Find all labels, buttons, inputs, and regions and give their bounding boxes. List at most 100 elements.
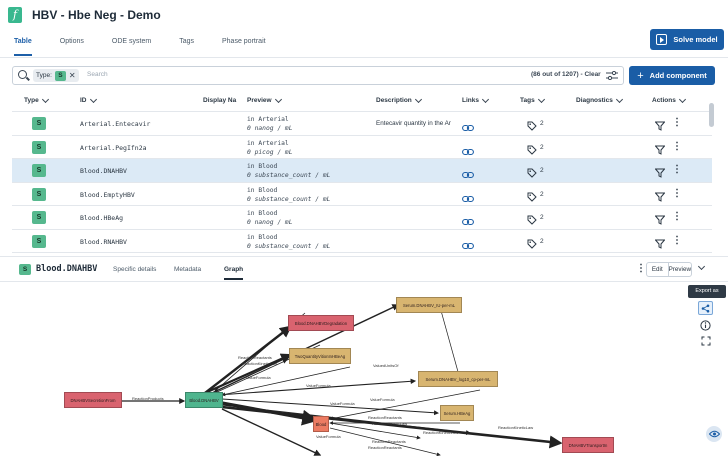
filter-icon[interactable] <box>654 236 666 249</box>
column-display-name[interactable]: Display Na <box>203 97 236 104</box>
share-export-button[interactable] <box>698 301 713 315</box>
more-options-icon[interactable]: ⋮ <box>672 140 682 152</box>
column-id[interactable]: ID <box>80 95 97 104</box>
table-row[interactable]: S Blood.RNAHBV in Blood 0 substance_count /… <box>12 229 712 253</box>
tab-ode-system[interactable]: ODE system <box>111 38 152 45</box>
tag-icon[interactable] <box>527 118 537 131</box>
graph-node[interactable]: DNAHBVTransportIn <box>562 437 614 453</box>
preview-compartment: in Blood <box>247 186 278 194</box>
tab-phase-portrait[interactable]: Phase portrait <box>221 38 266 45</box>
preview-value: 0 nanog / mL <box>247 219 293 226</box>
table-scrollbar[interactable] <box>709 103 714 127</box>
filter-settings-icon[interactable] <box>606 71 618 80</box>
app-logo-icon[interactable]: f <box>8 7 22 23</box>
link-icon[interactable] <box>462 237 474 249</box>
visibility-button[interactable] <box>706 426 722 442</box>
table-row[interactable]: S Arterial.Entecavir in Arterial 0 nanog / … <box>12 112 712 136</box>
add-component-label: Add component <box>649 71 707 80</box>
table-row[interactable]: S Blood.EmptyHBV in Blood 0 substance_count… <box>12 182 712 206</box>
link-icon[interactable] <box>462 143 474 155</box>
tag-count: 2 <box>540 214 544 221</box>
column-diagnostics[interactable]: Diagnostics <box>576 95 623 104</box>
more-options-icon[interactable]: ⋮ <box>672 187 682 199</box>
tag-icon[interactable] <box>527 165 537 178</box>
preview-button[interactable]: Preview <box>667 263 691 276</box>
filter-icon[interactable] <box>654 165 666 178</box>
search-input[interactable]: Search <box>87 71 108 78</box>
components-table: Type ID Display Na Preview Description L… <box>12 91 712 253</box>
tab-options[interactable]: Options <box>59 38 84 45</box>
graph-node[interactable]: Blood.DNAHBVDegradation <box>288 315 354 331</box>
close-icon[interactable]: ✕ <box>68 71 76 80</box>
preview-value: 0 nanog / mL <box>247 125 293 132</box>
link-icon[interactable] <box>462 119 474 132</box>
table-row[interactable]: S Blood.HBeAg in Blood 0 nanog / mL 2 ⋮ <box>12 206 712 230</box>
solve-model-button[interactable]: Solve model <box>650 29 724 50</box>
graph-node[interactable]: Serum.HBeAg <box>440 405 474 421</box>
add-component-button[interactable]: + Add component <box>629 66 715 85</box>
search-bar[interactable]: Type: S ✕ Search (86 out of 1207) - Clea… <box>12 66 624 85</box>
filter-icon[interactable] <box>654 189 666 202</box>
export-tooltip: Export as <box>688 285 726 298</box>
tab-table[interactable]: Table <box>14 34 32 56</box>
fullscreen-button[interactable] <box>698 334 713 348</box>
graph-node[interactable]: Serum.DNAHBV_IU-per-mL <box>396 297 462 313</box>
link-icon[interactable] <box>462 190 474 202</box>
edge-label: ValueFormula <box>306 383 331 388</box>
column-tags[interactable]: Tags <box>520 95 545 104</box>
preview-value: 0 substance_count / mL <box>247 172 331 179</box>
tab-tags[interactable]: Tags <box>179 38 194 45</box>
more-options-icon[interactable]: ⋮ <box>636 263 646 274</box>
tab-graph[interactable]: Graph <box>224 266 244 280</box>
chevron-down-icon <box>615 95 623 103</box>
filter-icon[interactable] <box>654 212 666 225</box>
column-preview[interactable]: Preview <box>247 95 282 104</box>
more-options-icon[interactable]: ⋮ <box>672 164 682 175</box>
edge-label: ReactionReactants <box>368 415 402 420</box>
column-type[interactable]: Type <box>24 95 49 104</box>
tag-icon[interactable] <box>527 212 537 225</box>
edge-label: ValueFormula <box>246 375 271 380</box>
more-options-icon[interactable]: ⋮ <box>672 234 682 246</box>
link-icon[interactable] <box>462 213 474 226</box>
edit-button[interactable]: Edit <box>651 266 663 273</box>
component-id: Blood.EmptyHBV <box>80 190 135 199</box>
type-badge: S <box>32 234 46 248</box>
edge-label: ValuedUnitsOf <box>373 363 399 368</box>
table-row[interactable]: S Arterial.PegIfn2a in Arterial 0 picog / m… <box>12 135 712 159</box>
info-button[interactable] <box>698 318 713 332</box>
eye-icon <box>708 430 720 438</box>
graph-node[interactable]: DNAHBVSecretionFrom <box>64 392 122 408</box>
tag-count: 2 <box>540 237 544 245</box>
type-filter-chip[interactable]: Type: S ✕ <box>33 69 79 82</box>
component-preview: in Blood 0 substance_count / mL <box>247 233 330 251</box>
column-description[interactable]: Description <box>376 95 422 104</box>
edge-label: ReactionKineticLaw <box>498 425 534 430</box>
tab-specific-details[interactable]: Specific details <box>113 266 157 273</box>
expand-icon <box>701 336 710 346</box>
component-id: Blood.HBeAg <box>80 214 124 222</box>
edge-label: ReactionKineticLaw <box>372 421 408 426</box>
table-row[interactable]: S Blood.DNAHBV in Blood 0 substance_count /… <box>12 159 712 183</box>
filter-icon[interactable] <box>654 142 666 155</box>
tag-icon[interactable] <box>527 236 537 249</box>
column-links-label: Links <box>462 97 479 104</box>
graph-node[interactable]: Blood <box>313 416 329 432</box>
more-options-icon[interactable]: ⋮ <box>672 117 682 128</box>
column-type-label: Type <box>24 97 39 104</box>
filter-icon[interactable] <box>654 118 666 131</box>
tag-icon[interactable] <box>527 189 537 202</box>
component-description: Entecavir quantity in the Ar <box>376 120 451 127</box>
tab-metadata[interactable]: Metadata <box>174 266 202 273</box>
more-options-icon[interactable]: ⋮ <box>672 211 682 222</box>
column-links[interactable]: Links <box>462 95 490 104</box>
graph-node[interactable]: TwoQuantityVitionInHBeAg <box>289 348 351 364</box>
graph-node[interactable]: Serum.DNAHBV_log10_cp-per-mL <box>418 371 498 387</box>
column-actions[interactable]: Actions <box>652 95 686 104</box>
graph-node-selected[interactable]: Blood.DNAHBV <box>185 392 223 408</box>
tag-icon[interactable] <box>527 142 537 155</box>
result-count-clear[interactable]: (86 out of 1207) - Clear <box>531 71 601 78</box>
chevron-down-icon[interactable] <box>697 262 706 271</box>
graph-canvas[interactable]: DNAHBVSecretionFrom Blood.DNAHBV Blood.D… <box>0 283 728 456</box>
link-icon[interactable] <box>462 166 474 179</box>
